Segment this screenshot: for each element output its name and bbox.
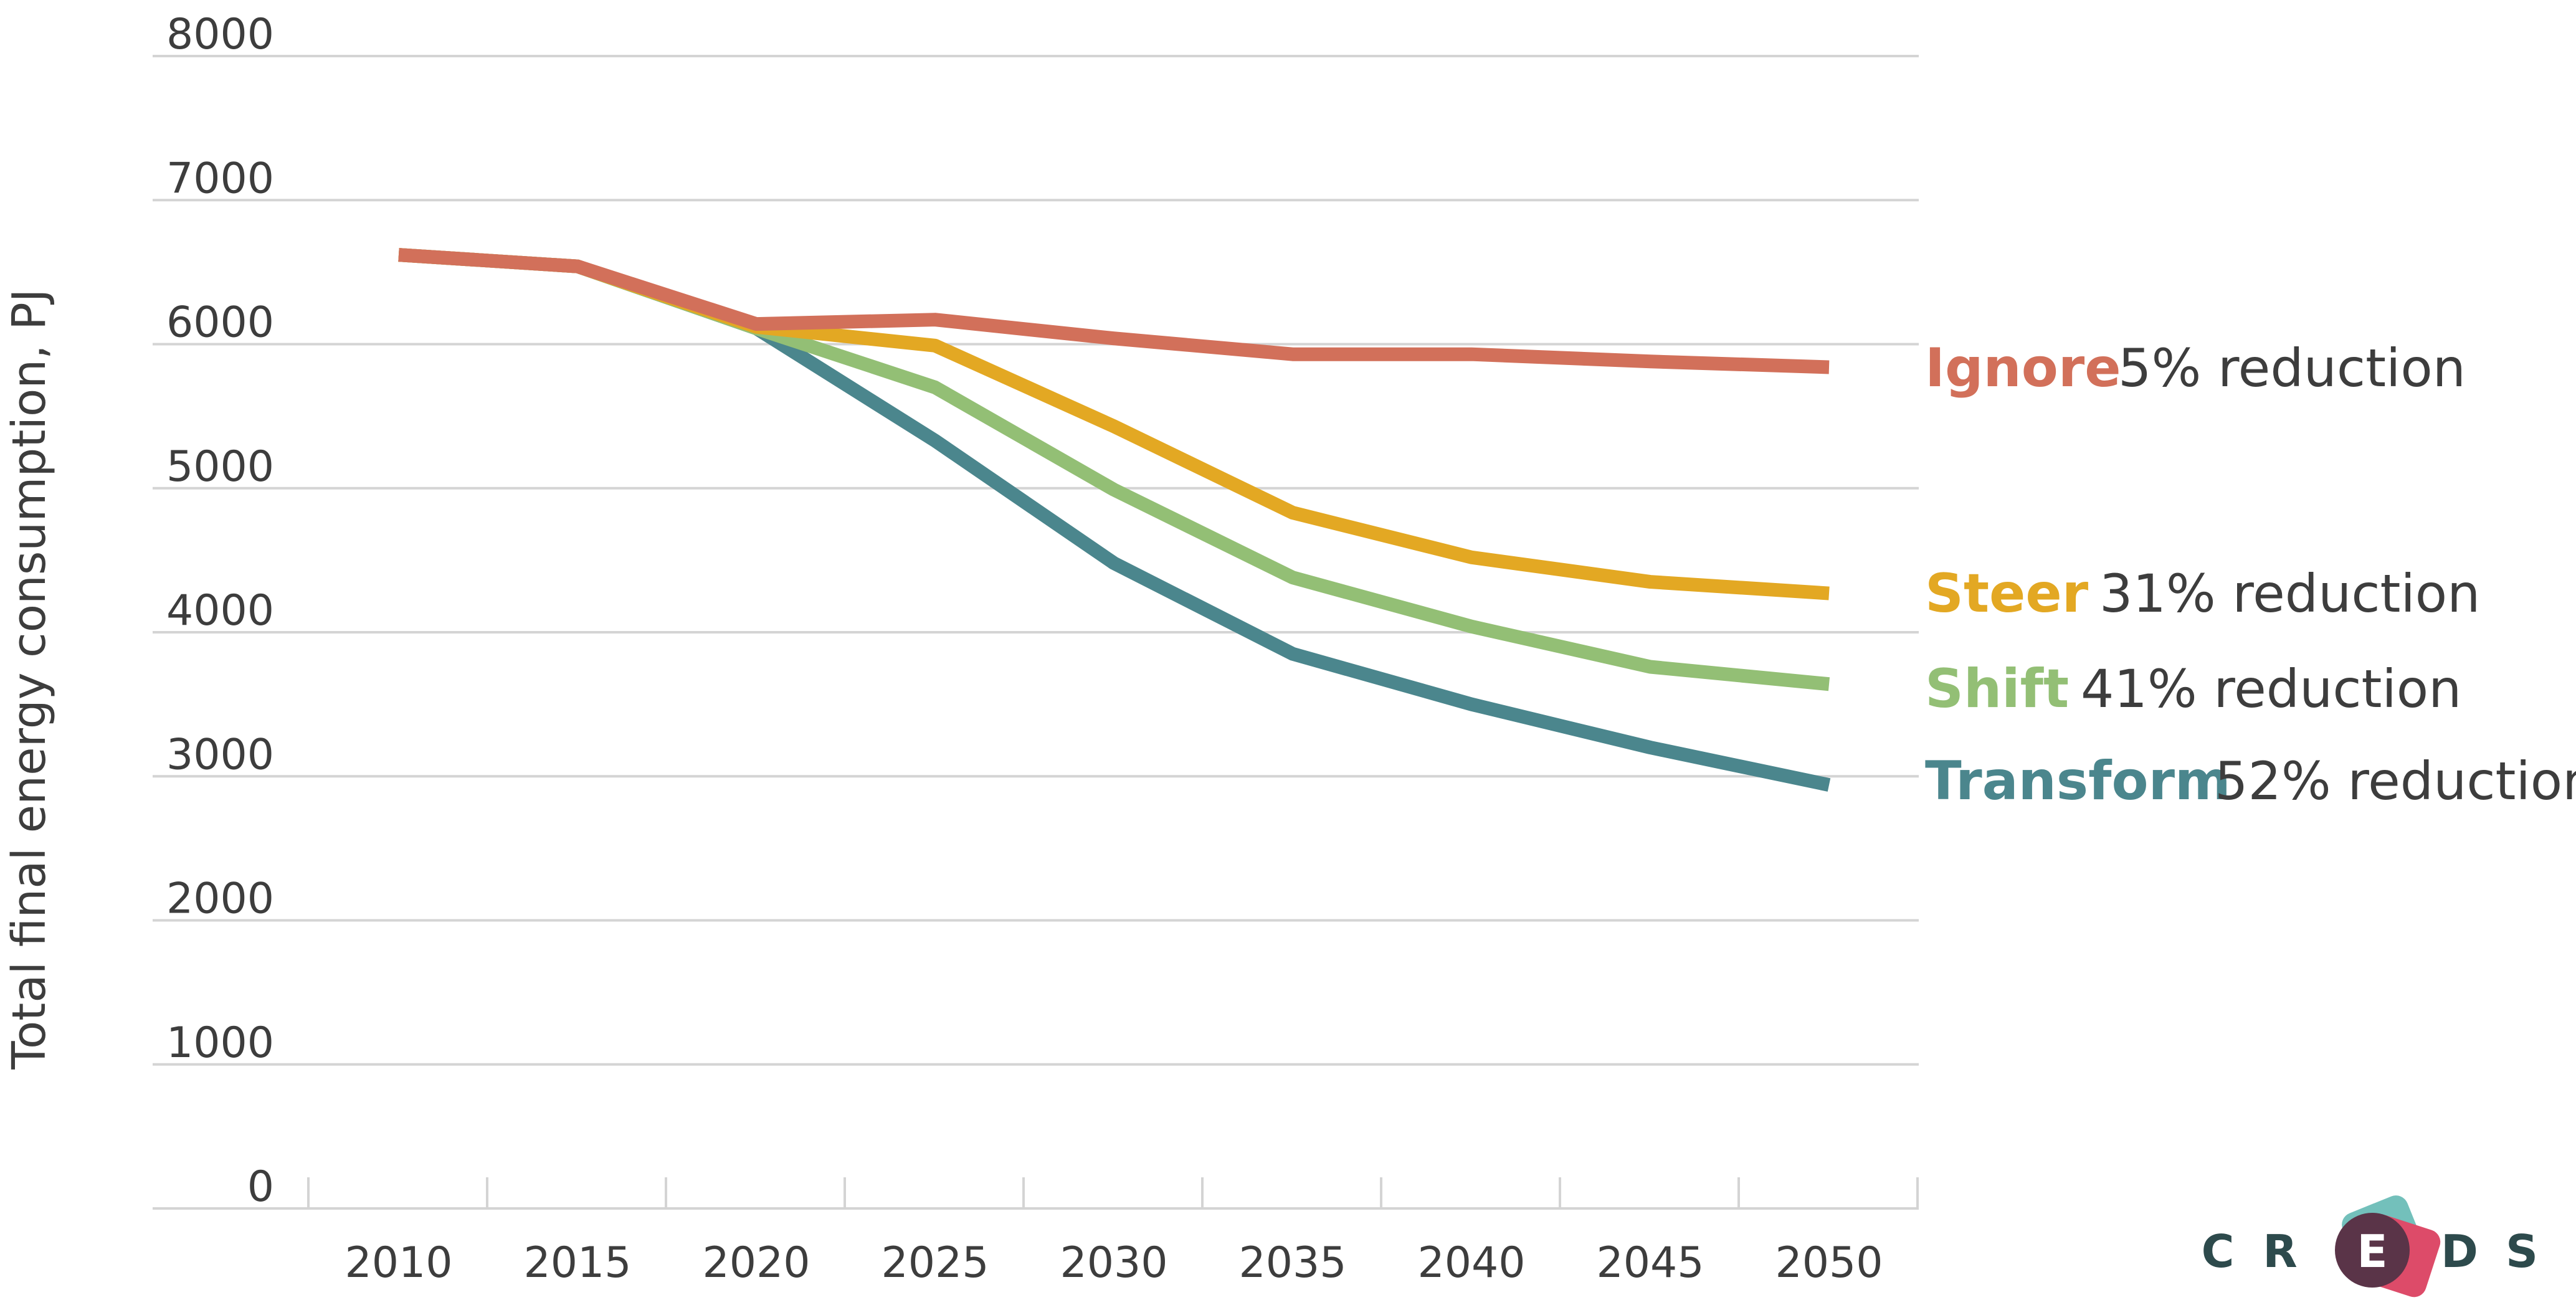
x-tick-2035: 2035 [1238,1238,1346,1288]
y-tick-1000: 1000 [166,1018,274,1068]
x-tick-2050: 2050 [1775,1238,1883,1288]
logo-letter-r: R [2263,1225,2297,1278]
logo-letter-s: S [2506,1225,2538,1278]
series-label-steer: Steer [1925,562,2089,625]
series-line-ignore [398,248,1830,374]
x-tick-2020: 2020 [702,1238,810,1288]
x-tick-2010: 2010 [345,1238,452,1288]
series-line-shift [398,248,1830,691]
x-tick-2045: 2045 [1596,1238,1704,1288]
creds-logo: C R E D S [2202,1195,2538,1298]
y-tick-7000: 7000 [166,154,274,203]
y-tick-5000: 5000 [166,442,274,491]
series-lines [398,248,1831,792]
y-tick-4000: 4000 [166,586,274,635]
y-tick-0: 0 [247,1162,274,1212]
y-tick-8000: 8000 [166,10,274,59]
x-tick-2025: 2025 [881,1238,989,1288]
series-reduction-transform: 52% reduction [2215,751,2576,812]
series-reduction-steer: 31% reduction [2099,563,2480,624]
x-axis-ticks: 2010 2015 2020 2025 2030 2035 2040 2045 2050 [345,1238,1883,1288]
logo-dark-circle [2335,1213,2410,1288]
y-tick-3000: 3000 [166,730,274,779]
logo-letter-c: C [2202,1225,2235,1278]
gridlines [153,55,1919,1066]
series-reduction-ignore: 5% reduction [2118,338,2466,399]
y-axis-label: Total final energy consumption, PJ [2,288,56,1070]
series-label-shift: Shift [1925,658,2069,720]
y-axis-ticks: 0 1000 2000 3000 4000 5000 6000 7000 8000 [166,10,274,1212]
logo-letter-d: D [2441,1225,2478,1278]
x-tick-2030: 2030 [1060,1238,1167,1288]
y-tick-6000: 6000 [166,298,274,348]
x-tick-2015: 2015 [523,1238,631,1288]
y-tick-2000: 2000 [166,875,274,924]
logo-letter-e: E [2357,1225,2387,1278]
x-axis [153,1177,1919,1210]
series-label-transform: Transform [1925,750,2231,812]
series-reduction-shift: 41% reduction [2081,658,2461,719]
x-tick-2040: 2040 [1417,1238,1525,1288]
series-line-steer [398,248,1830,600]
series-label-ignore: Ignore [1925,337,2121,399]
